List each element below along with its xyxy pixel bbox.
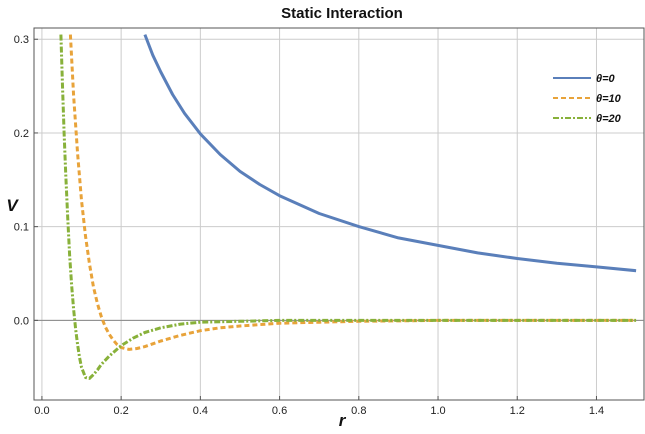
x-tick-label: 0.4: [193, 405, 208, 417]
y-tick-label: 0.3: [14, 34, 29, 46]
x-tick-label: 0.6: [272, 405, 287, 417]
legend-label-3: θ=20: [596, 113, 622, 125]
x-tick-label: 0.2: [113, 405, 128, 417]
legend-label-2: θ=10: [596, 93, 622, 105]
y-tick-label: 0.1: [14, 222, 29, 234]
series-line-3: [59, 34, 637, 380]
x-tick-label: 1.2: [510, 405, 525, 417]
y-tick-label: 0.2: [14, 128, 29, 140]
y-axis-ticks: 0.0 0.1 0.2 0.3: [14, 34, 38, 327]
x-axis-ticks: 0.0 0.2 0.4 0.6 0.8 1.0 1.2 1.4: [34, 396, 604, 417]
legend: θ=0 θ=10 θ=20: [553, 73, 622, 125]
y-axis-label: V: [6, 196, 19, 215]
x-tick-label: 1.4: [589, 405, 604, 417]
series-layer: [59, 34, 637, 380]
legend-label-1: θ=0: [596, 73, 616, 85]
series-line-1: [143, 34, 637, 273]
chart-title: Static Interaction: [281, 5, 403, 22]
y-tick-label: 0.0: [14, 315, 29, 327]
x-tick-label: 1.0: [430, 405, 445, 417]
x-tick-label: 0.0: [34, 405, 49, 417]
x-tick-label: 0.8: [351, 405, 366, 417]
x-axis-label: r: [339, 411, 347, 430]
series-line-2: [68, 34, 637, 351]
plot-frame: [33, 27, 645, 401]
